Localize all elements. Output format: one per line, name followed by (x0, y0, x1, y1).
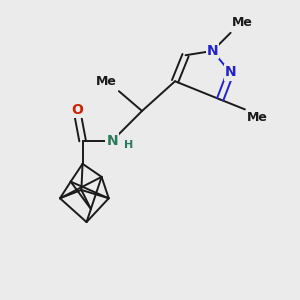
Text: Me: Me (247, 111, 267, 124)
Text: Me: Me (96, 75, 117, 88)
Text: Me: Me (232, 16, 253, 29)
Text: O: O (72, 103, 84, 117)
Text: N: N (225, 65, 236, 80)
Text: N: N (207, 44, 218, 58)
Text: H: H (124, 140, 133, 150)
Text: N: N (106, 134, 118, 148)
